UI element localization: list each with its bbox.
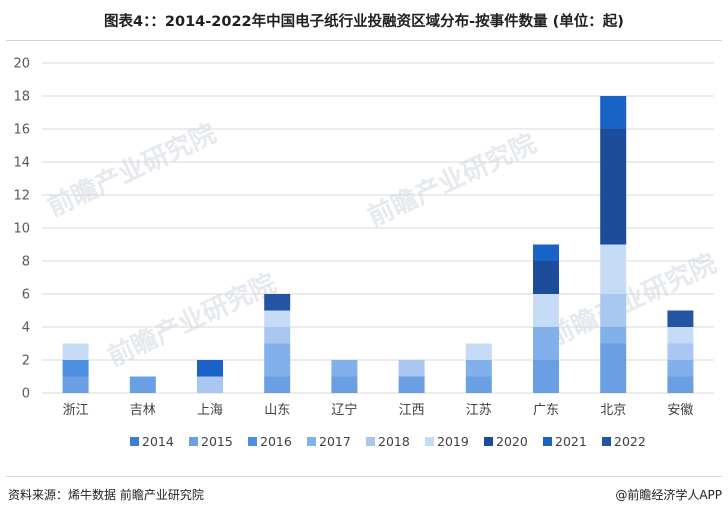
bar-segment — [398, 376, 425, 393]
y-tick-label: 10 — [13, 222, 30, 237]
x-tick-label: 江苏 — [466, 402, 492, 418]
bar-segment — [331, 376, 358, 393]
x-tick-label: 上海 — [197, 403, 223, 418]
bar-segment — [264, 376, 291, 393]
legend-label: 2017 — [319, 434, 351, 449]
bar-segment — [465, 376, 492, 393]
y-tick-label: 12 — [13, 189, 30, 204]
legend-swatch — [130, 437, 139, 446]
x-tick-label: 山东 — [264, 403, 290, 418]
legend-label: 2018 — [378, 434, 410, 449]
legend-label: 2022 — [614, 434, 646, 449]
bar-segment — [331, 360, 358, 377]
bar-segment — [264, 310, 291, 327]
bar-segment — [264, 327, 291, 344]
bar-segment — [667, 327, 694, 344]
brand-text: @前瞻经济学人APP — [615, 488, 722, 502]
bar-segment — [533, 294, 559, 327]
bar-segment — [533, 360, 559, 393]
bar-segment — [600, 96, 627, 129]
legend-swatch — [425, 437, 434, 446]
x-tick-label: 辽宁 — [331, 402, 357, 418]
bar-segment — [62, 343, 89, 360]
y-tick-label: 8 — [22, 255, 30, 270]
chart-title: 图表4：：2014-2022年中国电子纸行业投融资区域分布-按事件数量 (单位：… — [104, 14, 624, 30]
legend-label: 2016 — [260, 434, 292, 449]
stacked-bar-chart: 0 2 4 6 8 10 12 14 16 18 20 浙江 吉林 上海 山东 辽宁 江西 江苏 广东 北京 安徽 201… — [13, 57, 714, 449]
bar-segment — [197, 360, 223, 377]
legend-label: 2015 — [201, 434, 233, 449]
y-tick-label: 6 — [22, 288, 30, 303]
bar-segment — [264, 294, 291, 311]
legend-swatch — [248, 437, 257, 446]
bar-segment — [264, 343, 291, 377]
bar-segment — [667, 376, 694, 393]
bar-segment — [667, 360, 694, 377]
title-divider — [6, 40, 722, 41]
bar-segment — [62, 360, 89, 377]
y-tick-label: 2 — [22, 354, 30, 369]
bar-segment — [600, 327, 627, 344]
legend-swatch — [543, 437, 552, 446]
bar-segment — [600, 294, 627, 327]
bar-segment — [533, 244, 559, 261]
source-text: 资料来源：烯牛数据 前瞻产业研究院 — [8, 488, 204, 502]
bar-segment — [667, 343, 694, 360]
bar-segment — [398, 360, 425, 377]
bar-segment — [62, 376, 89, 393]
bar-segment — [600, 129, 627, 245]
legend-swatch — [602, 437, 611, 446]
legend-label: 2014 — [142, 434, 174, 449]
bar-segment — [129, 376, 156, 393]
x-tick-label: 江西 — [399, 403, 425, 418]
bar-segment — [533, 261, 559, 294]
legend-swatch — [484, 437, 493, 446]
y-tick-label: 4 — [22, 321, 30, 336]
bar-segment — [465, 360, 492, 377]
y-tick-label: 20 — [13, 57, 30, 72]
footer-divider — [6, 476, 722, 477]
x-tick-label: 浙江 — [63, 403, 89, 418]
x-tick-label: 北京 — [600, 403, 626, 418]
legend-swatch — [189, 437, 198, 446]
bar-segment — [667, 310, 694, 327]
y-tick-label: 14 — [13, 156, 30, 171]
bar-segment — [600, 244, 627, 294]
y-tick-label: 16 — [13, 123, 30, 138]
legend-label: 2019 — [437, 434, 469, 449]
x-tick-label: 吉林 — [130, 403, 156, 418]
x-tick-label: 广东 — [533, 403, 559, 418]
legend-label: 2021 — [555, 434, 587, 449]
legend-swatch — [366, 437, 375, 446]
bar-segment — [197, 376, 223, 393]
y-tick-label: 0 — [22, 387, 30, 402]
legend-label: 2020 — [496, 434, 528, 449]
x-tick-label: 安徽 — [667, 403, 693, 418]
y-tick-label: 18 — [13, 90, 30, 105]
bar-segment — [600, 343, 627, 393]
legend-swatch — [307, 437, 316, 446]
bar-segment — [465, 343, 492, 360]
bar-segment — [533, 327, 559, 360]
